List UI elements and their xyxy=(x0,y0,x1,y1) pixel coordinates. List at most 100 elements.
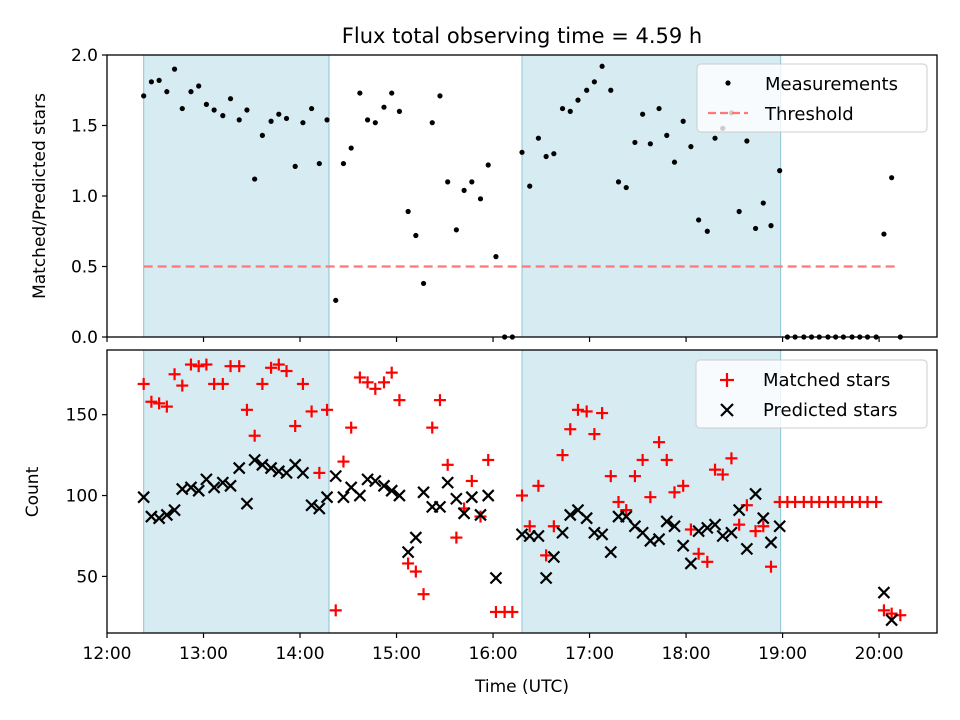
predicted-star-point-67 xyxy=(692,524,705,538)
measurement-point-44 xyxy=(493,254,499,260)
matched-star-point-50 xyxy=(540,549,553,562)
legend-threshold-label: Threshold xyxy=(764,104,854,125)
matched-star-point-46 xyxy=(506,605,519,618)
measurement-point-78 xyxy=(768,223,774,229)
measurement-point-19 xyxy=(292,163,298,169)
bottom-star-points xyxy=(137,358,907,627)
matched-star-point-13 xyxy=(240,403,253,416)
x-tick-label-5: 17:00 xyxy=(565,644,614,664)
measurement-point-58 xyxy=(608,87,614,93)
predicted-star-point-75 xyxy=(757,511,770,525)
measurement-point-41 xyxy=(469,179,475,185)
matched-star-point-21 xyxy=(305,405,318,418)
bottom-x-ticks: 12:00 13:00 14:00 15:00 16:00 17:00 18:00 19:00… xyxy=(83,633,904,664)
matched-star-point-59 xyxy=(612,496,625,509)
x-tick-label-3: 15:00 xyxy=(372,644,421,664)
predicted-star-point-38 xyxy=(441,476,454,489)
top-shaded-intervals xyxy=(143,54,782,338)
y-tick-label-0: 0.0 xyxy=(71,328,98,348)
predicted-star-point-28 xyxy=(361,473,374,486)
predicted-star-point-64 xyxy=(668,519,681,533)
predicted-star-point-2 xyxy=(152,511,166,525)
measurement-point-6 xyxy=(188,89,194,95)
measurement-point-65 xyxy=(664,132,670,138)
top-x-ticks xyxy=(106,337,880,342)
measurement-point-56 xyxy=(591,79,597,85)
matched-star-point-16 xyxy=(265,361,278,374)
measurement-point-74 xyxy=(736,208,742,215)
measurement-point-47 xyxy=(519,149,525,155)
measurement-point-60 xyxy=(623,184,629,191)
measurement-point-33 xyxy=(405,208,411,215)
measurement-point-3 xyxy=(164,89,170,95)
predicted-star-point-35 xyxy=(417,486,430,499)
measurement-point-4 xyxy=(171,66,178,72)
measurement-point-69 xyxy=(696,217,702,223)
predicted-star-point-10 xyxy=(216,476,230,489)
measurement-point-9 xyxy=(211,107,217,113)
measurement-point-34 xyxy=(413,232,419,239)
matched-star-point-15 xyxy=(256,377,269,390)
matched-star-point-39 xyxy=(450,531,463,544)
matched-star-point-65 xyxy=(660,453,673,466)
top-panel: Flux total observing time = 4.59 h 0.00.… xyxy=(30,24,938,348)
predicted-star-point-6 xyxy=(184,481,198,494)
predicted-star-point-31 xyxy=(385,484,398,497)
measurement-point-16 xyxy=(268,118,274,124)
predicted-star-point-14 xyxy=(248,453,261,467)
matched-star-point-78 xyxy=(765,560,777,573)
matched-star-point-49 xyxy=(532,479,545,492)
predicted-star-point-4 xyxy=(168,503,181,517)
matched-star-point-63 xyxy=(644,491,657,504)
matched-star-point-20 xyxy=(296,377,309,390)
matched-star-point-76 xyxy=(749,525,762,538)
matched-star-point-27 xyxy=(353,371,366,384)
measurement-point-28 xyxy=(364,117,371,123)
matched-star-point-58 xyxy=(604,470,617,483)
x-tick-label-8: 20:00 xyxy=(855,644,904,664)
legend-matched-label: Matched stars xyxy=(763,370,890,391)
x-tick-label-0: 12:00 xyxy=(83,644,132,664)
predicted-star-point-37 xyxy=(433,500,447,514)
predicted-star-point-56 xyxy=(604,545,618,559)
legend-predicted-marker xyxy=(720,403,734,417)
predicted-star-point-27 xyxy=(353,489,367,502)
measurement-point-57 xyxy=(599,63,605,69)
predicted-star-point-79 xyxy=(885,613,898,627)
measurement-point-70 xyxy=(704,228,710,234)
matched-star-point-53 xyxy=(564,423,577,436)
measurement-point-43 xyxy=(485,162,491,168)
predicted-star-point-33 xyxy=(401,545,415,559)
measurement-point-38 xyxy=(445,179,451,185)
predicted-star-point-48 xyxy=(539,571,553,585)
measurement-point-23 xyxy=(324,117,330,123)
matched-star-point-12 xyxy=(233,360,246,373)
matched-star-point-77 xyxy=(757,520,770,533)
measurement-point-5 xyxy=(179,105,185,112)
predicted-star-point-77 xyxy=(773,519,786,533)
measurement-point-51 xyxy=(551,151,557,157)
predicted-star-point-40 xyxy=(457,507,471,520)
measurement-point-36 xyxy=(429,120,435,126)
measurement-point-42 xyxy=(477,196,484,202)
predicted-star-point-51 xyxy=(563,508,577,522)
measurement-point-75 xyxy=(744,138,750,144)
predicted-star-point-63 xyxy=(660,515,674,528)
measurement-point-49 xyxy=(535,135,542,141)
predicted-star-point-13 xyxy=(240,497,254,510)
x-tick-label-2: 14:00 xyxy=(276,644,325,664)
matched-star-point-48 xyxy=(523,520,536,533)
predicted-star-point-68 xyxy=(701,521,714,535)
measurement-point-27 xyxy=(357,90,363,96)
matched-star-point-18 xyxy=(280,365,293,378)
y-tick-label-1: 100 xyxy=(66,487,98,507)
matched-star-point-3 xyxy=(160,400,173,413)
matched-star-point-60 xyxy=(620,504,633,517)
matched-star-point-34 xyxy=(409,565,422,578)
predicted-star-point-70 xyxy=(716,529,730,543)
matched-star-point-54 xyxy=(571,403,584,416)
y-tick-label-2: 150 xyxy=(66,406,98,426)
matched-star-point-24 xyxy=(329,604,342,617)
measurement-point-64 xyxy=(656,105,662,112)
